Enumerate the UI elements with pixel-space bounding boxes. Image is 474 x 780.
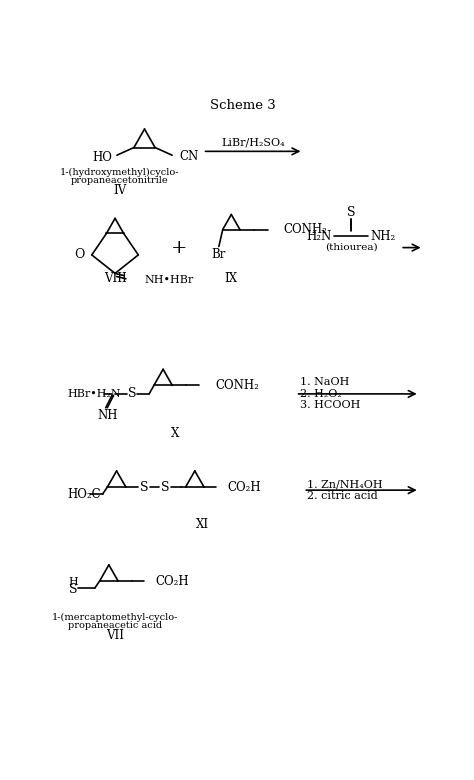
Text: S: S <box>161 480 170 494</box>
Text: HO: HO <box>92 151 112 164</box>
Text: propaneacetonitrile: propaneacetonitrile <box>71 176 169 185</box>
Text: CO₂H: CO₂H <box>155 575 189 587</box>
Text: 2. citric acid: 2. citric acid <box>307 491 378 502</box>
Text: CONH₂: CONH₂ <box>283 223 327 236</box>
Text: XI: XI <box>196 518 209 531</box>
Text: O: O <box>74 248 85 261</box>
Text: VIII: VIII <box>104 272 127 285</box>
Text: 3. HCOOH: 3. HCOOH <box>300 400 360 410</box>
Text: 2. H₂O₂: 2. H₂O₂ <box>300 389 341 399</box>
Text: (thiourea): (thiourea) <box>325 243 378 251</box>
Text: HBr•H₂N: HBr•H₂N <box>67 389 120 399</box>
Text: H: H <box>68 576 78 587</box>
Text: CONH₂: CONH₂ <box>215 379 259 392</box>
Text: S: S <box>140 480 149 494</box>
Text: LiBr/H₂SO₄: LiBr/H₂SO₄ <box>221 137 285 147</box>
Text: 1. Zn/NH₄OH: 1. Zn/NH₄OH <box>307 480 383 490</box>
Text: CN: CN <box>180 151 199 163</box>
Text: H₂N: H₂N <box>307 229 332 243</box>
Text: 1-(hydroxymethyl)cyclo-: 1-(hydroxymethyl)cyclo- <box>60 168 180 178</box>
Text: VII: VII <box>106 629 124 642</box>
Text: S: S <box>347 207 356 219</box>
Text: S: S <box>69 583 77 596</box>
Text: Br: Br <box>212 248 226 261</box>
Text: NH: NH <box>98 409 118 422</box>
Text: HO₂C: HO₂C <box>67 488 100 501</box>
Text: 1-(mercaptomethyl-cyclo-: 1-(mercaptomethyl-cyclo- <box>52 612 178 622</box>
Text: S: S <box>128 388 137 400</box>
Text: CO₂H: CO₂H <box>227 480 261 494</box>
Text: 1. NaOH: 1. NaOH <box>300 378 349 388</box>
Text: +: + <box>171 239 188 257</box>
Text: IX: IX <box>225 272 238 285</box>
Text: NH₂: NH₂ <box>371 229 396 243</box>
Text: X: X <box>171 427 180 441</box>
Text: IV: IV <box>113 184 127 197</box>
Text: NH•HBr: NH•HBr <box>145 275 194 285</box>
Text: Scheme 3: Scheme 3 <box>210 99 276 112</box>
Text: propaneacetic acid: propaneacetic acid <box>68 621 162 630</box>
